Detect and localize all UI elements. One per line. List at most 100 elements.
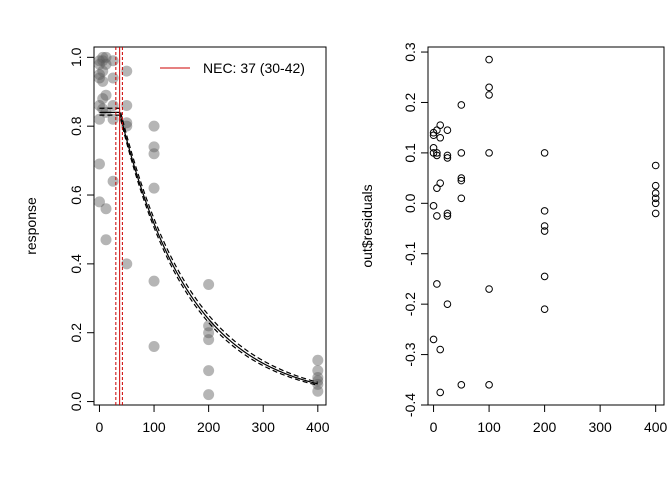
right-y-tick-label: 0.0: [402, 193, 418, 213]
response-point: [203, 365, 215, 377]
right-y-tick-label: 0.3: [402, 42, 418, 62]
residual-point: [443, 209, 452, 218]
response-point: [203, 334, 215, 346]
ci-upper-curve: [99, 107, 318, 383]
residual-point: [485, 83, 493, 92]
response-point: [97, 93, 109, 105]
residual-point: [436, 133, 445, 142]
response-point: [312, 378, 324, 390]
response-point: [121, 258, 133, 270]
response-point: [100, 89, 112, 101]
residual-point: [443, 212, 452, 220]
residual-point: [443, 126, 452, 134]
residual-point: [485, 381, 493, 389]
residual-point: [540, 272, 549, 281]
response-point: [97, 51, 109, 63]
residual-point: [457, 174, 466, 182]
response-point: [148, 275, 160, 287]
residual-point: [443, 151, 452, 160]
residual-point: [540, 305, 549, 313]
response-point: [148, 120, 160, 132]
response-point: [93, 58, 105, 70]
response-point: [107, 55, 119, 67]
residual-point: [443, 300, 452, 308]
left-y-tick-label: 0.6: [68, 185, 84, 205]
right-panel: 0 100 200 300 400 -0.4 -0.3 -0.2 -0.1 0.0 0.1 0.2 0…: [359, 42, 668, 435]
residual-point: [457, 381, 466, 389]
response-point: [97, 103, 109, 115]
residual-point: [651, 199, 660, 208]
left-plot-frame: [93, 46, 327, 406]
residual-point: [540, 207, 549, 215]
right-x-tick-label: 100: [477, 419, 501, 435]
residual-point: [433, 212, 441, 220]
residual-point: [457, 176, 466, 185]
right-x-tick-label: 0: [430, 419, 438, 435]
right-y-axis-title: out$residuals: [359, 184, 375, 267]
residual-point: [429, 202, 438, 210]
residual-point: [433, 149, 441, 157]
residual-point: [651, 189, 660, 198]
residual-point: [443, 154, 452, 162]
left-y-tick-label: 0.4: [68, 254, 84, 274]
response-point: [107, 72, 119, 84]
residual-point: [457, 194, 466, 203]
response-point: [148, 182, 160, 194]
residual-point: [436, 345, 445, 354]
residual-point: [651, 181, 660, 190]
residual-point: [436, 388, 445, 397]
residual-point: [457, 101, 466, 109]
response-point: [100, 58, 112, 70]
response-point: [100, 51, 112, 63]
left-y-axis-title: response: [23, 197, 39, 255]
right-y-tick-label: -0.2: [402, 292, 418, 316]
residual-point: [485, 285, 493, 293]
right-x-tick-label: 300: [588, 419, 612, 435]
residual-point: [540, 149, 549, 157]
left-x-tick-label: 200: [197, 419, 221, 435]
response-point: [97, 65, 109, 77]
left-y-tick-label: 0.8: [68, 116, 84, 136]
left-y-tick-label: 1.0: [68, 47, 84, 67]
right-x-axis: 0 100 200 300 400: [430, 405, 668, 435]
response-point: [93, 113, 105, 125]
residual-point: [651, 209, 660, 218]
legend-nec-label: NEC: 37 (30-42): [203, 60, 305, 76]
response-point: [107, 100, 119, 112]
response-point: [121, 117, 133, 129]
left-y-tick-label: 0.0: [68, 392, 84, 412]
response-point: [97, 75, 109, 87]
residual-point: [485, 91, 493, 99]
right-y-tick-label: -0.1: [402, 241, 418, 265]
response-point: [148, 340, 160, 352]
left-panel: 0 100 200 300 400 0.0 0.2 0.4 0.6 0.8 1.0 respons…: [23, 46, 330, 435]
residual-point: [433, 280, 441, 288]
right-y-tick-label: -0.4: [402, 393, 418, 417]
residual-point: [651, 161, 660, 170]
residual-point: [429, 335, 438, 344]
response-point: [93, 55, 105, 67]
residual-point: [457, 149, 466, 157]
left-x-tick-label: 0: [96, 419, 104, 435]
right-y-tick-label: 0.2: [402, 93, 418, 113]
left-x-axis: 0 100 200 300 400: [96, 405, 330, 435]
residual-point: [436, 121, 445, 129]
residual-point: [485, 55, 493, 64]
response-point: [312, 365, 324, 377]
left-y-tick-label: 0.2: [68, 323, 84, 343]
response-point: [93, 196, 105, 208]
response-point: [312, 385, 324, 397]
response-point: [148, 148, 160, 160]
response-point: [312, 354, 324, 366]
response-point: [107, 175, 119, 187]
residual-point: [485, 149, 493, 157]
right-x-tick-label: 400: [644, 419, 668, 435]
residual-point: [651, 194, 660, 203]
residual-point: [436, 179, 445, 187]
ci-lower-curve: [99, 114, 318, 386]
fit-curve: [99, 111, 318, 385]
response-point: [121, 65, 133, 77]
response-point: [100, 203, 112, 215]
left-x-tick-label: 300: [252, 419, 276, 435]
